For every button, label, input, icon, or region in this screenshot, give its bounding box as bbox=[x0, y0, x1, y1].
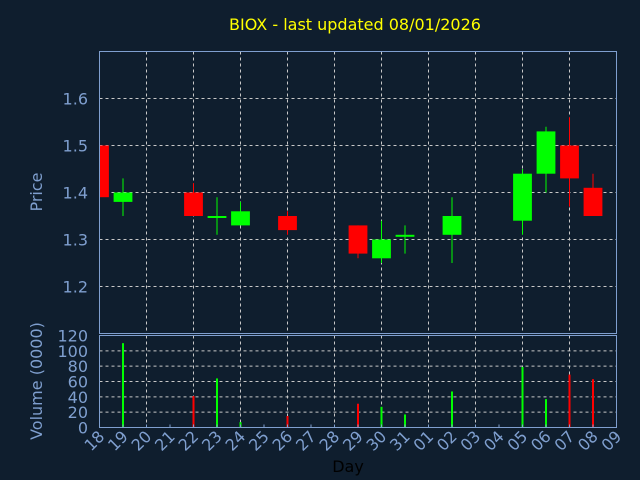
volume-tick-label: 20 bbox=[68, 403, 88, 422]
volume-tick-label: 40 bbox=[68, 388, 88, 407]
volume-bar bbox=[592, 379, 594, 428]
volume-bar bbox=[286, 416, 289, 428]
volume-bar bbox=[521, 366, 524, 428]
candle bbox=[536, 126, 556, 193]
candle bbox=[278, 211, 297, 235]
price-panel-frame bbox=[99, 51, 617, 334]
volume-bar bbox=[216, 378, 218, 428]
candle bbox=[348, 225, 368, 259]
price-tick-label: 1.2 bbox=[63, 278, 88, 297]
volume-tick-label: 80 bbox=[68, 357, 88, 376]
price-axis-label: Price bbox=[27, 172, 46, 211]
volume-bar bbox=[357, 403, 359, 428]
candle-body bbox=[513, 173, 532, 221]
candle bbox=[99, 145, 109, 198]
price-tick-label: 1.3 bbox=[63, 231, 88, 250]
candle bbox=[372, 220, 391, 263]
volume-tick-label: 100 bbox=[57, 342, 88, 361]
candle bbox=[395, 225, 415, 254]
volume-bar bbox=[568, 374, 571, 428]
candle-body bbox=[536, 131, 556, 174]
price-tick-label: 1.6 bbox=[63, 90, 88, 109]
candle-body bbox=[207, 216, 227, 218]
candle bbox=[442, 197, 462, 263]
candle bbox=[207, 197, 227, 235]
candle-body bbox=[184, 192, 203, 216]
candle-body bbox=[442, 216, 462, 235]
candle bbox=[583, 173, 603, 216]
candle-body bbox=[113, 192, 133, 202]
volume-bar bbox=[545, 399, 547, 428]
candle bbox=[231, 201, 250, 226]
volume-bar bbox=[192, 396, 195, 428]
volume-panel-frame bbox=[99, 335, 617, 428]
candle-body bbox=[278, 216, 297, 231]
candle-body bbox=[372, 239, 391, 259]
candle-body bbox=[583, 187, 603, 216]
volume-bar bbox=[380, 406, 383, 428]
candle-body bbox=[395, 234, 415, 237]
candle bbox=[113, 178, 133, 216]
x-tick-label: 09 bbox=[597, 427, 625, 455]
candle-body bbox=[231, 211, 250, 226]
candle bbox=[184, 183, 203, 216]
candle-body bbox=[560, 145, 579, 179]
volume-tick-label: 60 bbox=[68, 373, 88, 392]
volume-bar bbox=[451, 391, 453, 428]
volume-bar bbox=[404, 414, 406, 428]
price-tick-label: 1.5 bbox=[63, 137, 88, 156]
x-axis-label: Day bbox=[332, 457, 364, 476]
chart-title: BIOX - last updated 08/01/2026 bbox=[229, 15, 481, 34]
volume-tick-label: 120 bbox=[57, 327, 88, 346]
candle bbox=[560, 117, 579, 207]
volume-tick-label: 0 bbox=[78, 419, 88, 438]
volume-axis-label: Volume (0000) bbox=[27, 322, 46, 440]
volume-bar bbox=[122, 343, 124, 428]
candle bbox=[513, 169, 532, 235]
candle-body bbox=[99, 145, 109, 198]
candle-body bbox=[348, 225, 368, 254]
price-tick-label: 1.4 bbox=[63, 184, 88, 203]
